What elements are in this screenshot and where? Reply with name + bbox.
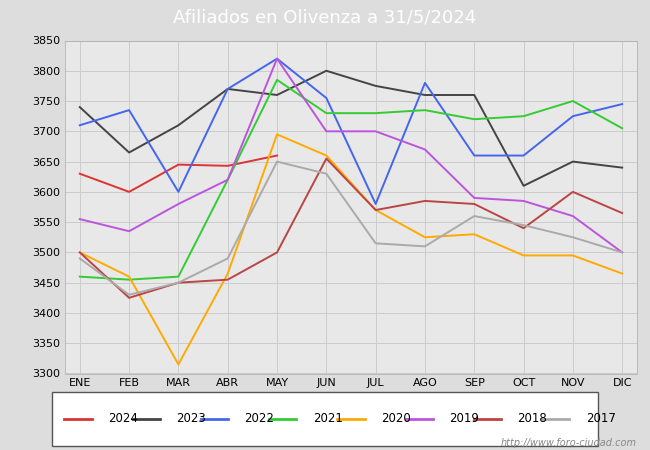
Text: 2021: 2021	[313, 412, 343, 425]
FancyBboxPatch shape	[52, 392, 598, 446]
Text: http://www.foro-ciudad.com: http://www.foro-ciudad.com	[501, 438, 637, 448]
Text: Afiliados en Olivenza a 31/5/2024: Afiliados en Olivenza a 31/5/2024	[174, 9, 476, 27]
Text: 2023: 2023	[176, 412, 206, 425]
Text: 2019: 2019	[449, 412, 479, 425]
Text: 2018: 2018	[517, 412, 547, 425]
Text: 2017: 2017	[586, 412, 616, 425]
Text: 2020: 2020	[381, 412, 411, 425]
Text: 2022: 2022	[244, 412, 274, 425]
Text: 2024: 2024	[108, 412, 138, 425]
